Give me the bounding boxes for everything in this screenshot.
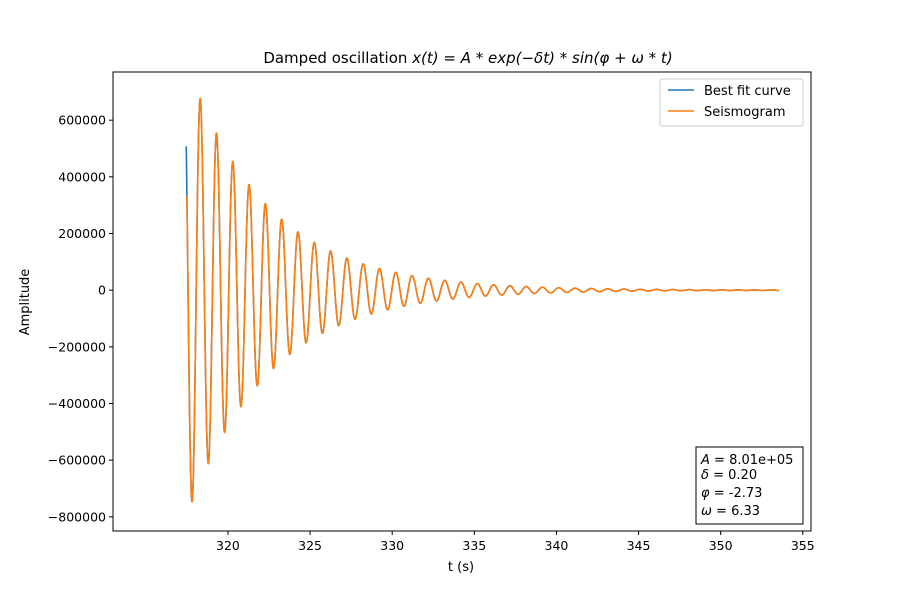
y-axis-label: Amplitude	[18, 269, 33, 336]
x-tick-label: 335	[462, 538, 486, 553]
y-tick-label: 600000	[58, 113, 106, 128]
param-phi-value: -2.73	[729, 486, 763, 501]
parameter-box: A = 8.01e+05 δ = 0.20 φ = -2.73 ω = 6.33	[695, 446, 804, 525]
x-tick-label: 350	[709, 538, 733, 553]
y-axis: −800000 −600000 −400000 −200000 0 200000 40000…	[48, 113, 113, 524]
legend-label-seismogram: Seismogram	[704, 105, 785, 120]
y-tick-label: −600000	[48, 453, 106, 468]
x-axis: 320 325 330 335 340 345 350 355	[216, 531, 815, 553]
x-tick-label: 330	[380, 538, 404, 553]
param-delta-value: 0.20	[728, 468, 757, 483]
param-delta: δ = 0.20	[701, 468, 757, 483]
legend-label-best-fit: Best fit curve	[704, 84, 791, 99]
series-line-seismogram	[186, 97, 780, 503]
y-tick-label: 200000	[58, 226, 106, 241]
title-formula: x(t) = A * exp(−δt) * sin(φ + ω * t)	[411, 49, 673, 67]
y-tick-label: −400000	[48, 396, 106, 411]
x-tick-label: 320	[216, 538, 240, 553]
param-omega-value: 6.33	[731, 504, 760, 519]
x-tick-label: 345	[627, 538, 651, 553]
param-a-value: 8.01e+05	[729, 453, 793, 468]
series-group	[185, 97, 780, 503]
y-tick-label: 0	[98, 283, 106, 298]
parameter-box-frame	[695, 446, 804, 525]
legend: Best fit curve Seismogram	[659, 78, 804, 127]
title-prefix: Damped oscillation	[263, 49, 412, 67]
param-phi: φ = -2.73	[701, 486, 762, 501]
param-omega: ω = 6.33	[701, 504, 760, 519]
y-tick-label: 400000	[58, 169, 106, 184]
param-a: A = 8.01e+05	[700, 453, 793, 468]
chart-title: Damped oscillation x(t) = A * exp(−δt) *…	[263, 49, 672, 67]
y-tick-label: −800000	[48, 509, 106, 524]
x-tick-label: 355	[791, 538, 815, 553]
x-axis-label: t (s)	[448, 560, 474, 575]
legend-box	[659, 78, 804, 127]
x-tick-label: 340	[545, 538, 569, 553]
y-tick-label: −200000	[48, 339, 106, 354]
x-tick-label: 325	[298, 538, 322, 553]
